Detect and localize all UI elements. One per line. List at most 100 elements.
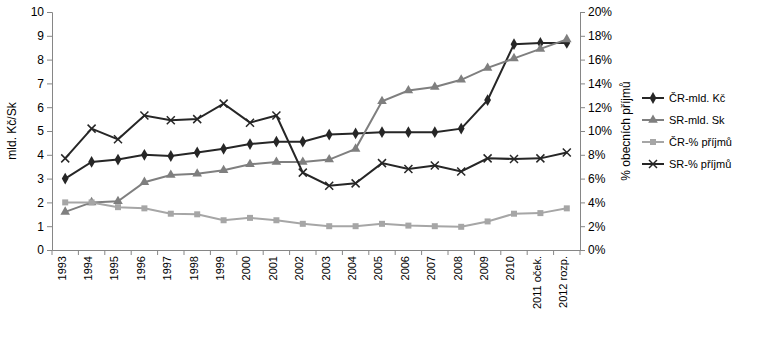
- point: [299, 136, 306, 148]
- x-tick: 2009: [478, 256, 490, 280]
- marker-group: [458, 224, 464, 230]
- marker-group: [484, 94, 491, 106]
- marker-group: [272, 112, 280, 120]
- marker-group: [192, 168, 202, 176]
- y2-tick-mark: [580, 179, 585, 180]
- legend: ČR-mld. KčSR-mld. SkČR-% příjmůSR-% příj…: [642, 92, 732, 170]
- marker-group: [166, 169, 176, 177]
- marker-group: [511, 38, 518, 50]
- x-tick-mark: [263, 250, 264, 255]
- y-tick: 10: [31, 5, 52, 19]
- x-tick-mark: [421, 250, 422, 255]
- point: [404, 165, 412, 173]
- point: [352, 179, 360, 187]
- y2-tick: 0%: [580, 243, 606, 257]
- marker-group: [62, 199, 68, 205]
- y2-tick: 6%: [580, 172, 606, 186]
- x-tick-mark: [210, 250, 211, 255]
- x-tick-label: 1999: [214, 256, 226, 280]
- y2-axis-title: % obecních příjmů: [619, 81, 633, 180]
- legend-marker-group: [650, 139, 656, 145]
- series-line: [65, 39, 567, 212]
- y2-tick-label: 12%: [588, 101, 612, 115]
- marker-group: [431, 162, 439, 170]
- y-tick: 0: [37, 243, 52, 257]
- y-axis-title: mld. Kč/Sk: [5, 101, 19, 159]
- y2-tick-label: 8%: [588, 148, 606, 162]
- y-tick: 6: [37, 101, 52, 115]
- marker-group: [352, 179, 360, 187]
- point: [484, 94, 491, 106]
- point: [352, 127, 359, 139]
- x-tick: 2007: [425, 256, 437, 280]
- x-tick-mark: [316, 250, 317, 255]
- y2-tick: 12%: [580, 101, 612, 115]
- point: [273, 136, 280, 148]
- marker-group: [377, 96, 387, 104]
- y2-tick-label: 2%: [588, 220, 606, 234]
- legend-marker: [650, 139, 656, 145]
- point: [353, 223, 359, 229]
- x-tick: 1998: [188, 256, 200, 280]
- marker-group: [61, 154, 69, 162]
- marker-group: [247, 215, 253, 221]
- y-tick-mark: [47, 36, 52, 37]
- marker-group: [88, 156, 95, 168]
- marker-group: [299, 169, 307, 177]
- marker-group: [245, 159, 255, 167]
- x-tick-label: 2003: [320, 256, 332, 280]
- y-tick-mark: [47, 60, 52, 61]
- marker-group: [167, 116, 175, 124]
- x-tick: 2005: [372, 256, 384, 280]
- x-tick: 2010: [504, 256, 516, 280]
- point: [431, 162, 439, 170]
- marker-group: [351, 143, 361, 151]
- x-tick-mark: [78, 250, 79, 255]
- point: [62, 173, 69, 185]
- point: [326, 223, 332, 229]
- x-tick-mark: [131, 250, 132, 255]
- x-tick-label: 2010: [504, 256, 516, 280]
- y-tick: 9: [37, 29, 52, 43]
- x-tick-mark: [342, 250, 343, 255]
- point: [300, 221, 306, 227]
- marker-group: [140, 112, 148, 120]
- point: [404, 85, 414, 93]
- marker-group: [115, 154, 122, 166]
- point: [192, 168, 202, 176]
- marker-group: [272, 156, 282, 164]
- legend-marker-group: [648, 114, 658, 122]
- chart: 1993199419951996199719981999200020012002…: [0, 0, 759, 342]
- y-tick-mark: [47, 155, 52, 156]
- point: [167, 150, 174, 162]
- marker-group: [564, 205, 570, 211]
- x-tick: 2002: [293, 256, 305, 280]
- marker-group: [325, 182, 333, 190]
- y2-tick-label: 18%: [588, 29, 612, 43]
- y2-tick-mark: [580, 60, 585, 61]
- y-tick-mark: [47, 12, 52, 13]
- x-tick: 1996: [135, 256, 147, 280]
- marker-group: [140, 177, 150, 185]
- marker-group: [562, 34, 572, 42]
- y2-tick-mark: [580, 202, 585, 203]
- legend-label: SR-% příjmů: [669, 158, 731, 170]
- y-tick-mark: [47, 202, 52, 203]
- x-tick-mark: [448, 250, 449, 255]
- y-tick: 4: [37, 148, 52, 162]
- marker-group: [115, 204, 121, 210]
- point: [378, 159, 386, 167]
- marker-group: [273, 217, 279, 223]
- x-tick: 1997: [161, 256, 173, 280]
- marker-group: [510, 155, 518, 163]
- y2-tick: 8%: [580, 148, 606, 162]
- y2-tick-mark: [580, 250, 585, 251]
- x-tick-label: 1997: [161, 256, 173, 280]
- y-tick-label: 3: [37, 172, 44, 186]
- legend-label: SR-mld. Sk: [669, 114, 725, 126]
- x-tick-label: 1994: [82, 256, 94, 280]
- marker-group: [353, 223, 359, 229]
- y2-tick: 20%: [580, 5, 612, 19]
- point: [140, 112, 148, 120]
- y2-tick-label: 4%: [588, 196, 606, 210]
